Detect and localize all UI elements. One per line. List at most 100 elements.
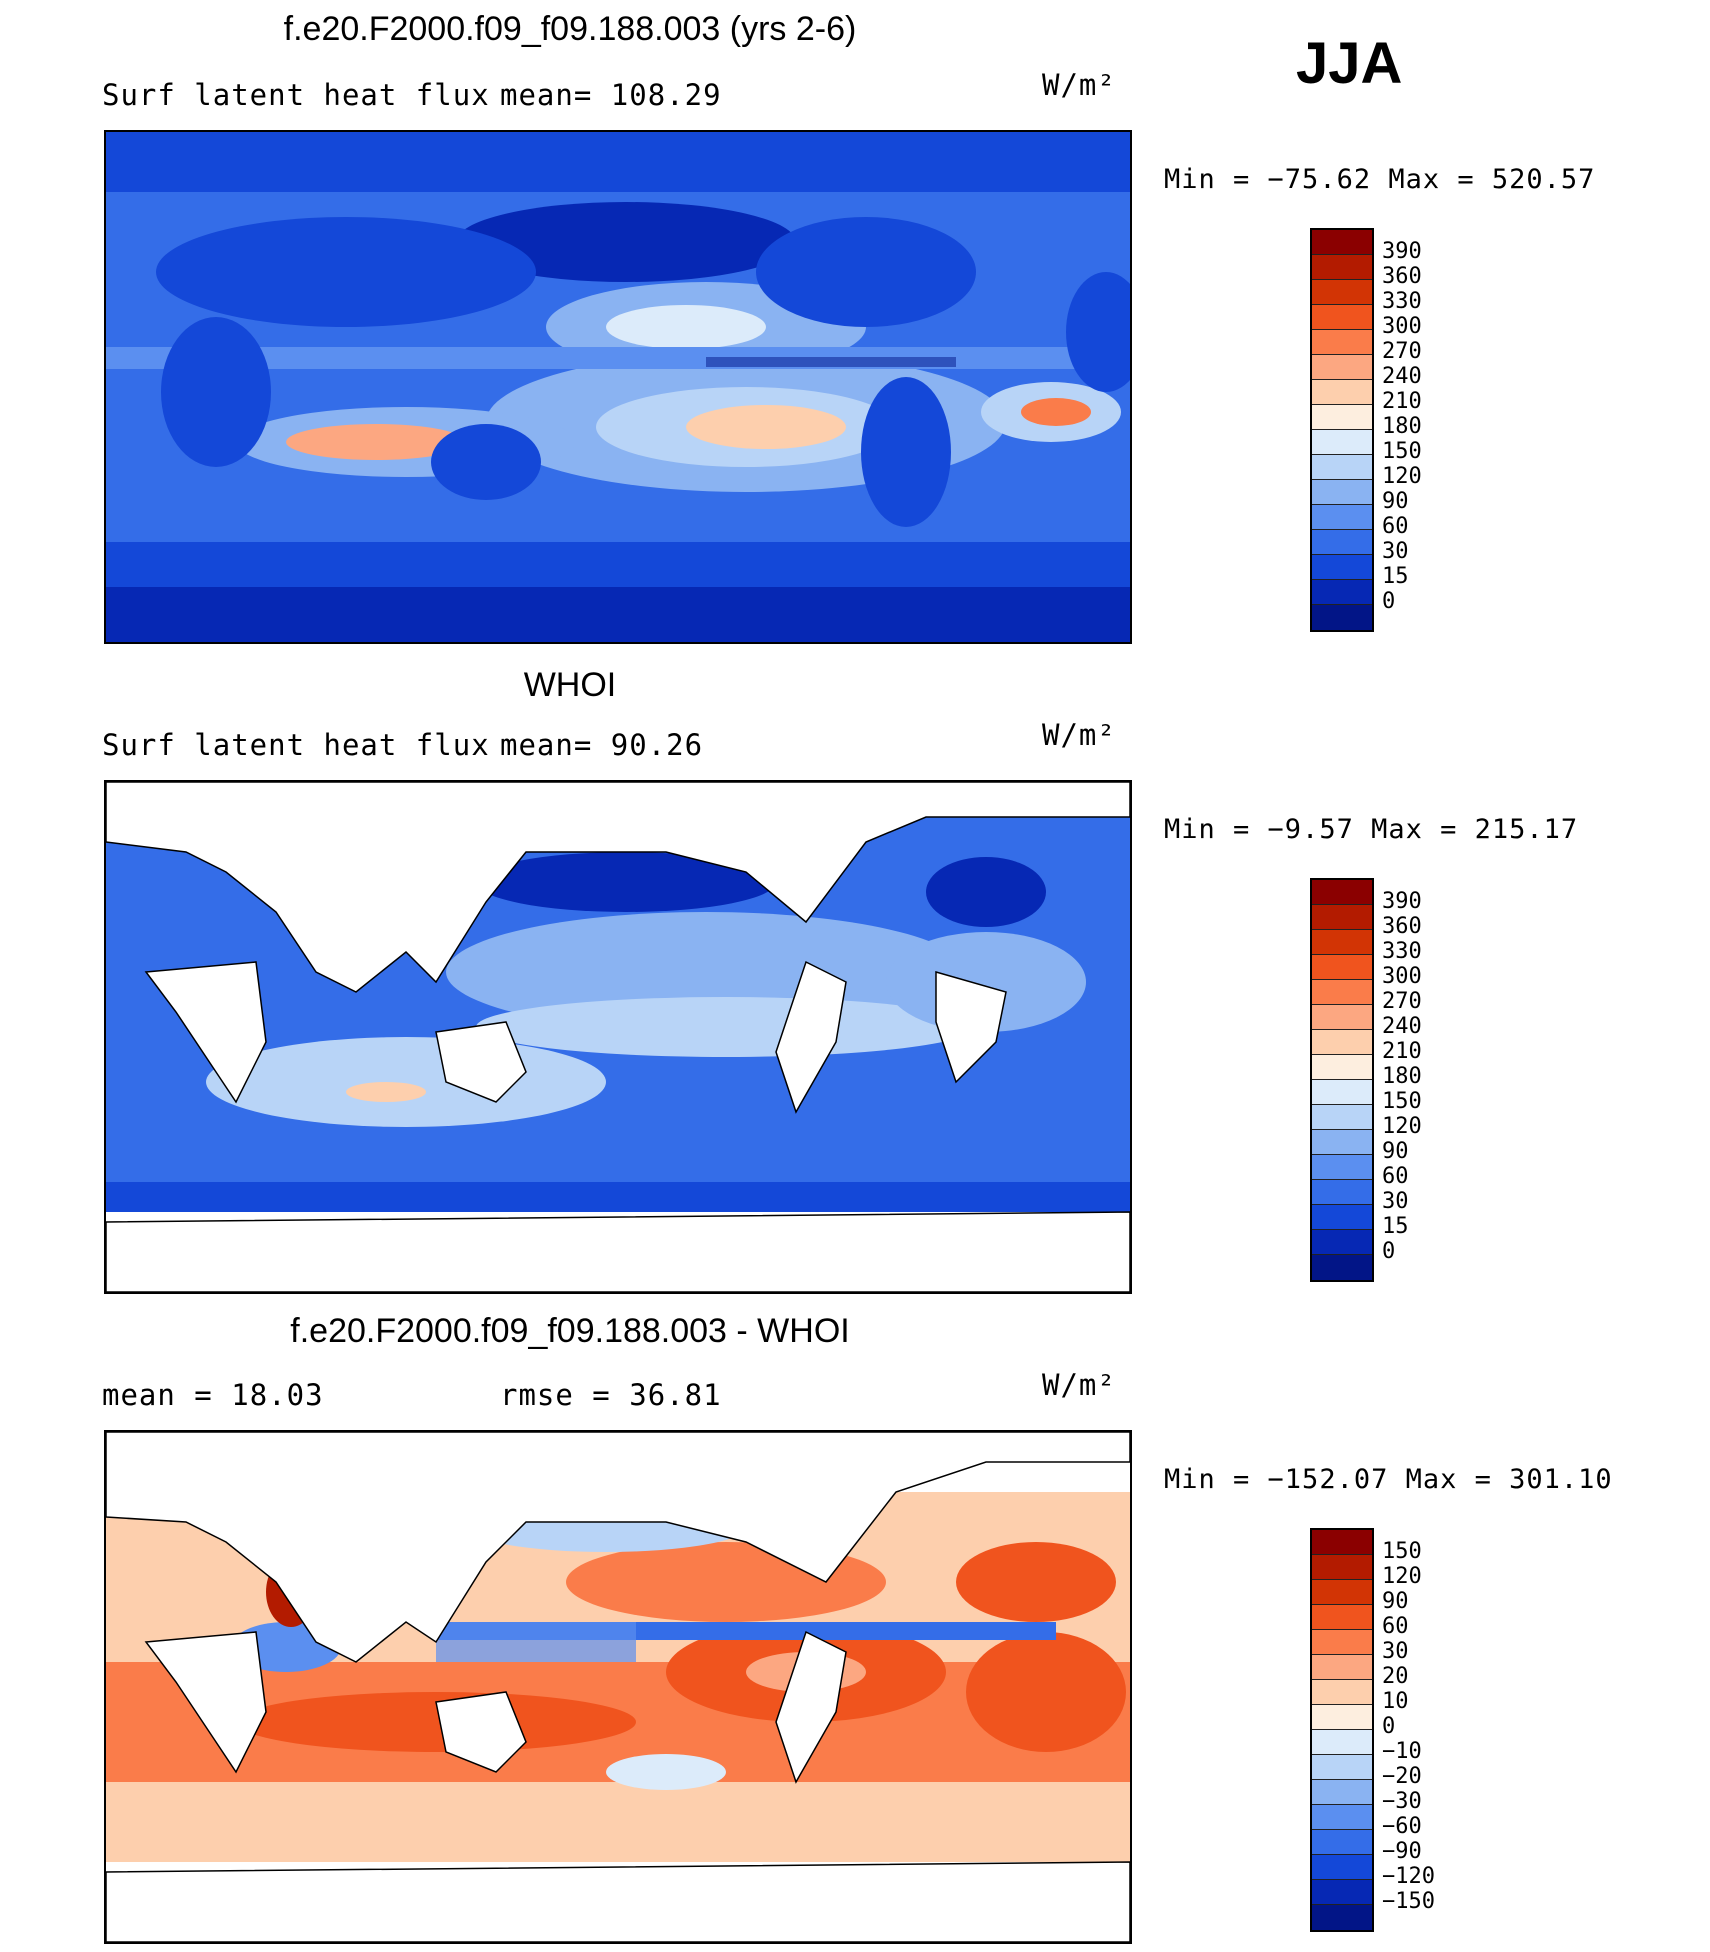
colorbar-tick-label: 270 [1382, 339, 1422, 364]
panel2-mean: mean= 90.26 [500, 728, 703, 762]
colorbar-tick-label: −120 [1382, 1864, 1435, 1889]
colorbar-segment [1312, 355, 1372, 380]
colorbar-segment [1312, 255, 1372, 280]
colorbar-segment [1312, 1905, 1372, 1930]
colorbar-tick-label: −20 [1382, 1764, 1422, 1789]
colorbar-tick-label: 15 [1382, 564, 1409, 589]
panel2-minmax: Min = −9.57 Max = 215.17 [1164, 814, 1578, 845]
colorbar-segment [1312, 1530, 1372, 1555]
colorbar-tick-label: 0 [1382, 1239, 1396, 1264]
panel3-map-field [106, 1432, 1130, 1942]
colorbar-tick-label: 300 [1382, 964, 1422, 989]
panel3-mean-label: mean = [102, 1378, 213, 1412]
colorbar-tick-label: 30 [1382, 1189, 1409, 1214]
colorbar-tick-label: 240 [1382, 1014, 1422, 1039]
colorbar-tick-label: 30 [1382, 1639, 1409, 1664]
colorbar-tick-label: 15 [1382, 1214, 1409, 1239]
panel3-colorbar [1310, 1528, 1374, 1932]
panel1-mean-label: mean= [500, 78, 593, 112]
panel3-mean: mean = 18.03 [102, 1378, 324, 1412]
colorbar-segment [1312, 1105, 1372, 1130]
panel3-min-label: Min = [1164, 1464, 1251, 1495]
colorbar-tick-label: 300 [1382, 314, 1422, 339]
colorbar-segment [1312, 1230, 1372, 1255]
colorbar-segment [1312, 1730, 1372, 1755]
colorbar-tick-label: 150 [1382, 1539, 1422, 1564]
colorbar-segment [1312, 455, 1372, 480]
colorbar-tick-label: 360 [1382, 914, 1422, 939]
colorbar-tick-label: 30 [1382, 539, 1409, 564]
panel2-mean-value: 90.26 [610, 728, 704, 762]
colorbar-segment [1312, 280, 1372, 305]
panel1-max-value: 520.57 [1491, 164, 1596, 195]
colorbar-segment [1312, 1255, 1372, 1280]
colorbar-segment [1312, 1705, 1372, 1730]
colorbar-segment [1312, 1830, 1372, 1855]
colorbar-segment [1312, 1005, 1372, 1030]
colorbar-segment [1312, 505, 1372, 530]
colorbar-tick-label: 180 [1382, 1064, 1422, 1089]
colorbar-segment [1312, 1030, 1372, 1055]
colorbar-segment [1312, 1580, 1372, 1605]
colorbar-tick-label: 120 [1382, 1564, 1422, 1589]
panel1-title: f.e20.F2000.f09_f09.188.003 (yrs 2-6) [283, 10, 857, 48]
panel3-map [104, 1430, 1132, 1944]
season-label: JJA [1296, 31, 1403, 96]
colorbar-tick-label: 90 [1382, 489, 1409, 514]
panel1-map-field [106, 132, 1130, 642]
colorbar-segment [1312, 555, 1372, 580]
colorbar-tick-label: 330 [1382, 289, 1422, 314]
colorbar-tick-label: −150 [1382, 1889, 1435, 1914]
colorbar-segment [1312, 1055, 1372, 1080]
colorbar-tick-label: −30 [1382, 1789, 1422, 1814]
panel3-mean-value: 18.03 [231, 1378, 324, 1412]
panel1-colorbar [1310, 228, 1374, 632]
colorbar-segment [1312, 1805, 1372, 1830]
panel2-title: WHOI [523, 666, 617, 704]
panel2-min-value: −9.57 [1267, 814, 1354, 845]
colorbar-tick-label: −60 [1382, 1814, 1422, 1839]
colorbar-segment [1312, 955, 1372, 980]
panel1-units: W/m² [1042, 68, 1116, 102]
panel1-minmax: Min = −75.62 Max = 520.57 [1164, 164, 1595, 195]
colorbar-segment [1312, 330, 1372, 355]
colorbar-segment [1312, 1880, 1372, 1905]
colorbar-segment [1312, 430, 1372, 455]
colorbar-segment [1312, 1080, 1372, 1105]
panel2-colorbar [1310, 878, 1374, 1282]
colorbar-segment [1312, 1755, 1372, 1780]
colorbar-tick-label: 90 [1382, 1589, 1409, 1614]
colorbar-tick-label: 210 [1382, 1039, 1422, 1064]
colorbar-segment [1312, 380, 1372, 405]
panel1-min-label: Min = [1164, 164, 1251, 195]
colorbar-tick-label: 390 [1382, 889, 1422, 914]
colorbar-tick-label: 90 [1382, 1139, 1409, 1164]
colorbar-segment [1312, 905, 1372, 930]
colorbar-tick-label: 360 [1382, 264, 1422, 289]
colorbar-tick-label: 0 [1382, 589, 1396, 614]
colorbar-tick-label: 210 [1382, 389, 1422, 414]
colorbar-tick-label: 180 [1382, 414, 1422, 439]
panel1-min-value: −75.62 [1267, 164, 1372, 195]
colorbar-segment [1312, 405, 1372, 430]
colorbar-segment [1312, 580, 1372, 605]
colorbar-tick-label: 60 [1382, 514, 1409, 539]
colorbar-tick-label: 150 [1382, 439, 1422, 464]
colorbar-tick-label: −90 [1382, 1839, 1422, 1864]
colorbar-segment [1312, 1630, 1372, 1655]
panel3-minmax: Min = −152.07 Max = 301.10 [1164, 1464, 1613, 1495]
colorbar-segment [1312, 305, 1372, 330]
panel2-max-label: Max = [1371, 814, 1458, 845]
colorbar-tick-label: 120 [1382, 464, 1422, 489]
colorbar-segment [1312, 1605, 1372, 1630]
colorbar-tick-label: 330 [1382, 939, 1422, 964]
panel2-variable: Surf latent heat flux [102, 728, 490, 762]
panel2-map-field [106, 782, 1130, 1292]
colorbar-segment [1312, 1180, 1372, 1205]
panel3-min-value: −152.07 [1267, 1464, 1389, 1495]
colorbar-segment [1312, 930, 1372, 955]
colorbar-segment [1312, 1130, 1372, 1155]
colorbar-segment [1312, 1155, 1372, 1180]
colorbar-segment [1312, 530, 1372, 555]
panel3-rmse-value: 36.81 [629, 1378, 722, 1412]
